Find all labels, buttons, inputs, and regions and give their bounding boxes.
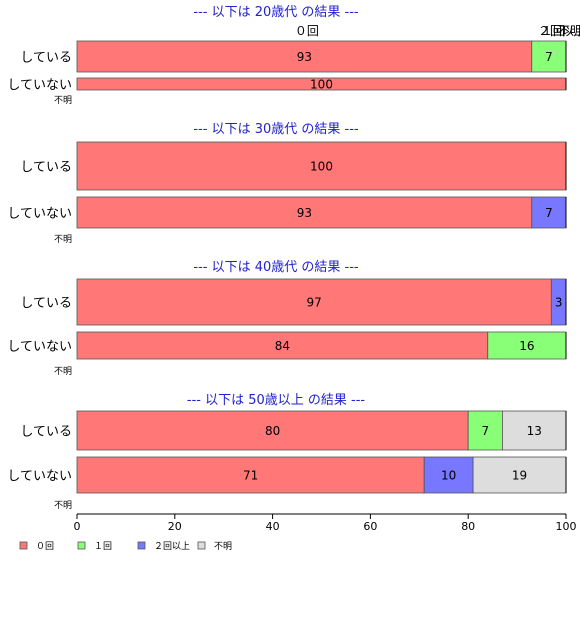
bar-segment [76, 196, 533, 229]
bar-value-label: 7 [481, 424, 489, 438]
bar-segment [76, 410, 469, 451]
bar-segment [467, 410, 503, 451]
x-tick-label: 40 [266, 520, 280, 533]
bar-value-label: 13 [527, 424, 542, 438]
bar-segment [76, 456, 425, 494]
legend-label: 不明 [214, 541, 232, 552]
x-tick-label: 20 [168, 520, 182, 533]
bar-segment [76, 141, 567, 191]
legend-label: ２回以上 [154, 541, 190, 552]
row-label: していない [7, 78, 72, 93]
bar-value-label: 93 [297, 206, 312, 220]
bar-segment [472, 456, 567, 494]
bar-segment [423, 456, 474, 494]
bar-segment [487, 331, 567, 360]
bar-segment [76, 40, 533, 73]
row-label: していない [7, 207, 72, 222]
bar-value-label: 7 [545, 206, 553, 220]
legend-swatch [77, 541, 86, 550]
x-tick-label: 60 [363, 520, 377, 533]
unknown-row-label: 不明 [54, 234, 72, 245]
bar-value-label: 7 [545, 50, 553, 64]
x-tick-label: 100 [556, 520, 577, 533]
legend-label: １回 [94, 541, 112, 552]
legend-swatch [19, 541, 28, 550]
bar-value-label: 100 [310, 160, 333, 174]
legend-swatch [137, 541, 146, 550]
bar-segment [502, 410, 567, 451]
bar-segment [76, 278, 552, 326]
row-label: している [20, 160, 72, 175]
bar-value-label: 19 [512, 469, 527, 483]
top-category-label-2: ２回以上 [538, 24, 580, 38]
top-category-label-0: ０回 [295, 24, 319, 38]
panel-title: --- 以下は 40歳代 の結果 --- [193, 260, 359, 275]
bar-segment [76, 331, 489, 360]
unknown-row-label: 不明 [54, 500, 72, 511]
legend-swatch [197, 541, 206, 550]
panel-title: --- 以下は 30歳代 の結果 --- [193, 122, 359, 137]
bar-value-label: 93 [297, 50, 312, 64]
panel-title: --- 以下は 50歳以上 の結果 --- [187, 393, 366, 408]
bar-value-label: 16 [519, 339, 534, 353]
bar-value-label: 97 [307, 296, 322, 310]
unknown-row-label: 不明 [54, 366, 72, 377]
unknown-row-label: 不明 [54, 95, 72, 106]
bar-value-label: 100 [310, 78, 333, 92]
top-category-label-3: 不明 [558, 24, 580, 38]
x-tick-label: 0 [74, 520, 81, 533]
row-label: している [20, 296, 72, 311]
row-label: していない [7, 469, 72, 484]
bar-value-label: 80 [265, 424, 280, 438]
row-label: していない [7, 340, 72, 355]
bar-value-label: 84 [275, 339, 290, 353]
top-category-label-1: １回 [541, 24, 565, 38]
panel-title: --- 以下は 20歳代 の結果 --- [193, 5, 359, 20]
row-label: している [20, 425, 72, 440]
bar-value-label: 71 [243, 469, 258, 483]
row-label: している [20, 51, 72, 66]
bar-value-label: 10 [441, 469, 456, 483]
bar-value-label: 3 [555, 296, 563, 310]
x-tick-label: 80 [461, 520, 475, 533]
legend-label: ０回 [36, 541, 54, 552]
